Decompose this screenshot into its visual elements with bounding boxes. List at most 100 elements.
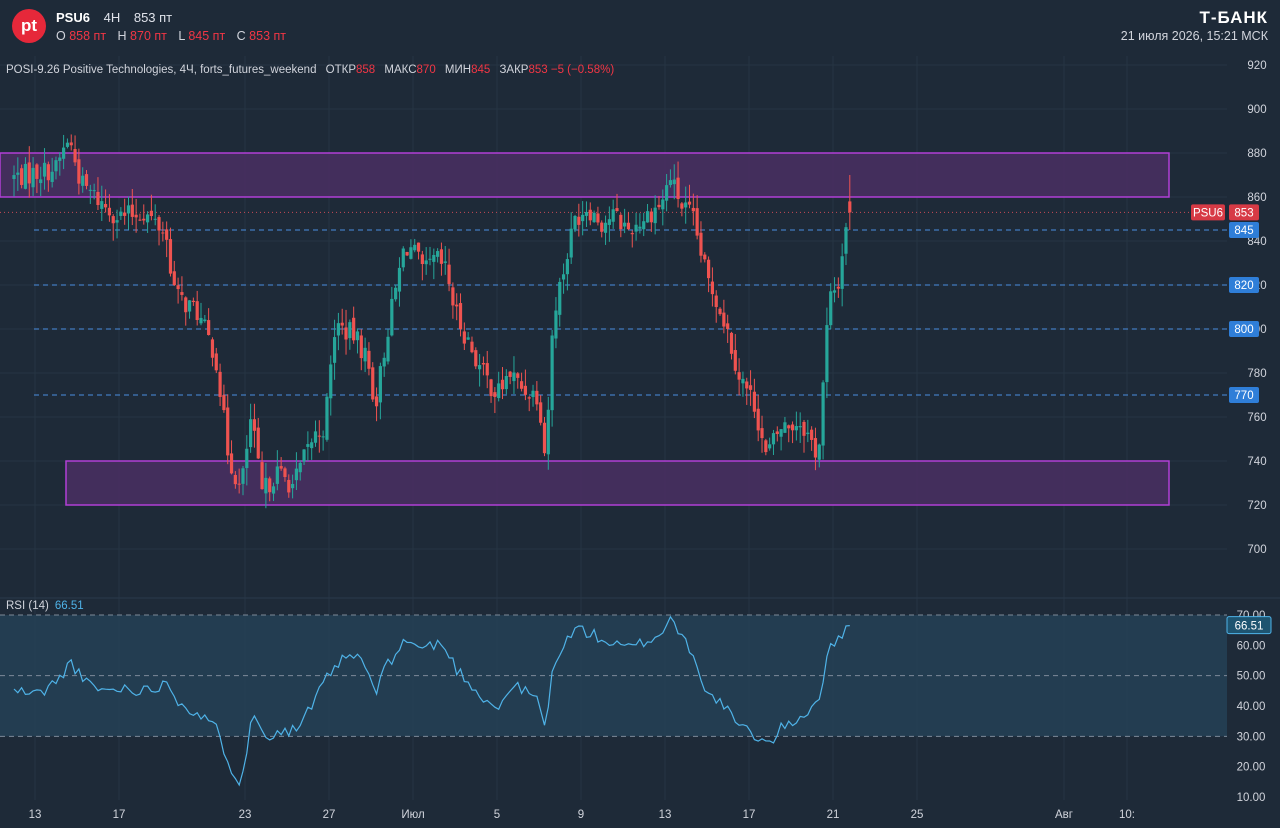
candle-body <box>584 212 589 216</box>
candle-body <box>748 385 753 390</box>
candle-body <box>581 214 585 222</box>
candle-body <box>302 449 306 462</box>
candle-body <box>458 303 463 330</box>
price-axis-label-860: 860 <box>1247 192 1266 204</box>
candle-body <box>550 335 554 411</box>
time-axis-label-7: 13 <box>659 809 672 821</box>
level-tag-770: 770 <box>1234 390 1253 402</box>
candle-body <box>714 295 718 308</box>
candle-body <box>531 390 535 398</box>
candle-body <box>451 287 455 306</box>
candle-body <box>436 251 440 257</box>
candle-body <box>405 251 409 256</box>
candle-body <box>84 174 89 186</box>
candle-body <box>569 228 573 258</box>
candle-body <box>176 285 180 290</box>
rsi-legend-value: 66.51 <box>54 600 84 612</box>
rsi-value-tag-bg <box>1226 616 1272 635</box>
candle-body <box>336 323 340 336</box>
price-axis-label-760: 760 <box>1247 412 1266 424</box>
candle-body <box>561 274 566 280</box>
candle-body <box>687 201 692 205</box>
candle-body <box>817 444 821 460</box>
candle-body <box>474 350 478 367</box>
candle-body <box>565 259 569 275</box>
candle-body <box>275 466 279 484</box>
candle-body <box>73 148 77 163</box>
candle-body <box>668 180 673 186</box>
ticker-logo[interactable]: pt <box>12 9 46 43</box>
candle-body <box>684 202 688 208</box>
candle-body <box>355 331 360 341</box>
candle-body <box>352 317 356 341</box>
candle-body <box>512 372 516 382</box>
rsi-band <box>0 615 1227 737</box>
candle-body <box>657 204 661 208</box>
candle-body <box>222 395 226 411</box>
level-tag-845: 845 <box>1234 225 1253 237</box>
time-axis-label-4: Июл <box>401 809 424 821</box>
time-axis-label-1: 17 <box>113 809 126 821</box>
candle-body <box>54 160 58 172</box>
resistance-zone <box>0 152 1170 198</box>
candle-body <box>539 402 543 423</box>
candle-body <box>203 319 207 322</box>
candle-body <box>81 175 85 186</box>
price-axis-label-800: 800 <box>1247 324 1266 336</box>
candle-body <box>35 164 39 179</box>
candle-body <box>378 366 382 403</box>
symbol-name[interactable]: PSU6 <box>56 10 90 25</box>
candle-body <box>62 147 66 159</box>
candle-body <box>184 297 188 313</box>
last-price-tag-bg <box>1229 204 1259 221</box>
candle-body <box>485 363 489 376</box>
candle-body <box>306 444 310 447</box>
candle-body <box>165 229 169 240</box>
candle-body <box>298 462 302 473</box>
ohlc-close-value: 853 пт <box>249 29 286 43</box>
series-legend[interactable]: POSI-9.26 Positive Technologies, 4Ч, for… <box>6 64 614 76</box>
candle-body <box>371 367 375 400</box>
candle-body <box>245 448 249 469</box>
candle-body <box>218 371 222 397</box>
candle-body <box>382 357 386 367</box>
legend-close-value: 853 <box>528 64 548 76</box>
candle-body <box>279 466 283 469</box>
candle-body <box>661 199 665 210</box>
candle-body <box>394 287 398 300</box>
candle-body <box>401 248 405 268</box>
candle-body <box>623 222 627 227</box>
candle-body <box>149 210 153 217</box>
candle-body <box>157 217 161 231</box>
candle-body <box>69 142 73 146</box>
candle-body <box>535 390 539 405</box>
candle-body <box>813 438 818 458</box>
candle-body <box>23 163 28 189</box>
candle-body <box>439 249 444 264</box>
candle-body <box>722 312 726 327</box>
candle-body <box>348 322 352 339</box>
candle-body <box>199 317 203 324</box>
candle-body <box>810 429 814 440</box>
candle-body <box>493 392 497 397</box>
candle-body <box>798 426 802 428</box>
price-axis-label-700: 700 <box>1247 544 1266 556</box>
last-price-tag: 853 <box>1234 207 1253 219</box>
candle-body <box>100 201 104 209</box>
ohlc-open-label: O <box>56 29 66 43</box>
support-zone <box>65 460 1170 506</box>
candle-body <box>573 215 577 230</box>
candle-body <box>210 339 215 358</box>
candle-body <box>367 350 371 369</box>
rsi-legend[interactable]: RSI (14) 66.51 <box>6 600 84 612</box>
candle-body <box>607 219 611 225</box>
interval-label[interactable]: 4H <box>103 10 121 25</box>
level-tag-800: 800 <box>1234 324 1253 336</box>
candle-body <box>603 222 608 233</box>
candle-body <box>260 462 264 490</box>
candle-body <box>172 271 176 286</box>
candle-body <box>615 208 619 212</box>
price-axis-label-780: 780 <box>1247 368 1266 380</box>
price-axis-label-720: 720 <box>1247 500 1266 512</box>
